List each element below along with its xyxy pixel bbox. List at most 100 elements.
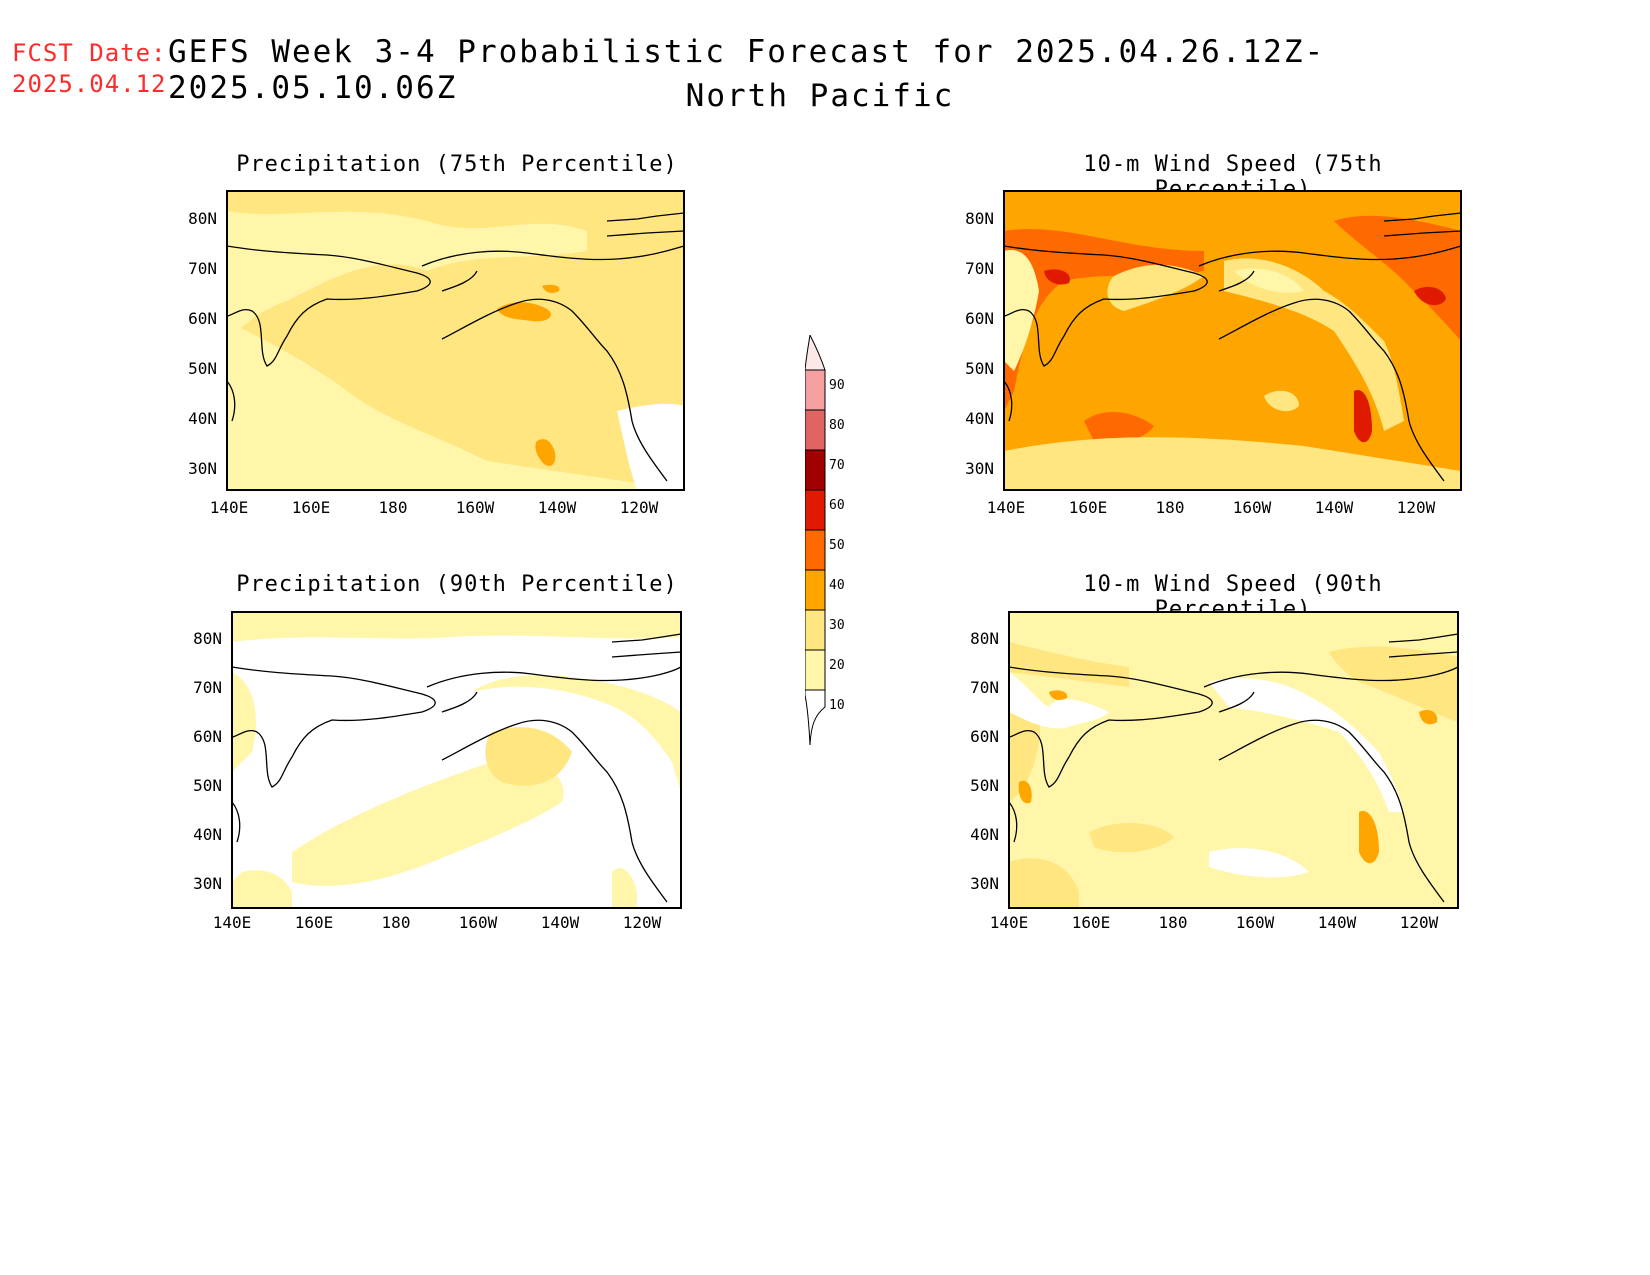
lat-label: 60N: [193, 727, 222, 746]
lon-label: 160W: [1235, 913, 1275, 932]
lat-label: 60N: [965, 309, 994, 328]
lat-label: 60N: [188, 309, 217, 328]
contour-10-20-sw: [232, 870, 292, 908]
lat-label: 70N: [193, 678, 222, 697]
contour-30-40-gulf: [497, 302, 552, 322]
contour-30-40-canada: [1419, 710, 1438, 725]
contour-40-50-east: [1334, 215, 1461, 341]
colorbar-upper-cap: [804, 333, 826, 371]
lat-label: 30N: [193, 874, 222, 893]
contour-10-20-alaska: [472, 675, 681, 792]
colorbar-label: 20: [829, 658, 845, 673]
lat-label: 40N: [193, 825, 222, 844]
lon-label: 140E: [209, 498, 249, 517]
alaska-west-coastline: [1218, 270, 1255, 292]
contour-20-30-gulf: [485, 727, 572, 786]
colorbar-label: 60: [829, 498, 845, 513]
japan-coastline: [1009, 801, 1018, 843]
coastlines: [232, 633, 681, 903]
colorbar-bin-70-80: [804, 409, 826, 451]
contour-30-40-japan: [1018, 780, 1032, 804]
lon-label: 140W: [537, 498, 577, 517]
alaska-west-coastline: [441, 691, 478, 713]
contour-20-30-sw: [1009, 858, 1079, 908]
contour-10-20-se: [612, 868, 637, 908]
contour-50-60-canada: [1414, 286, 1446, 306]
lon-label: 120W: [622, 913, 662, 932]
arctic-islands-2: [606, 230, 684, 237]
colorbar-bin-80-90: [804, 369, 826, 411]
contour-10-20-west: [232, 672, 256, 772]
japan-coastline: [227, 380, 236, 422]
colorbar-label: 70: [829, 458, 845, 473]
lat-label: 40N: [965, 409, 994, 428]
asia-coastline: [232, 666, 436, 788]
arctic-coastline: [426, 666, 681, 688]
alaska-canada-coastline: [1218, 719, 1445, 903]
lat-label: 70N: [970, 678, 999, 697]
alaska-canada-coastline: [441, 298, 668, 482]
lat-label: 80N: [970, 629, 999, 648]
contour-lt10-alaska: [1209, 678, 1404, 812]
lon-label: 120W: [619, 498, 659, 517]
colorbar-bin-20-30: [804, 609, 826, 651]
lon-label: 180: [381, 913, 411, 932]
lat-label: 40N: [970, 825, 999, 844]
lat-label: 50N: [970, 776, 999, 795]
contour-lt10-west: [1009, 672, 1109, 729]
lat-label: 50N: [965, 359, 994, 378]
contour-10-20-north: [227, 211, 587, 341]
panel-title-precip90: Precipitation (90th Percentile): [236, 572, 678, 597]
lon-label: 180: [1158, 913, 1188, 932]
lon-label: 140E: [986, 498, 1026, 517]
arctic-islands-coastline: [611, 633, 681, 643]
panel-title-precip75: Precipitation (75th Percentile): [236, 152, 678, 177]
contour-30-40-south: [535, 439, 556, 466]
arctic-islands-2: [1388, 651, 1458, 658]
contour-20-30-south: [1004, 437, 1461, 490]
coastlines: [1009, 633, 1458, 903]
colorbar-label: 80: [829, 418, 845, 433]
lon-label: 140E: [989, 913, 1029, 932]
lat-label: 30N: [965, 459, 994, 478]
main-title: GEFS Week 3-4 Probabilistic Forecast for…: [168, 34, 1326, 106]
lon-label: 160W: [455, 498, 495, 517]
fcst-label: FCST Date:: [12, 39, 167, 67]
contour-30-40-coast: [1359, 811, 1379, 864]
lon-label: 120W: [1399, 913, 1439, 932]
lat-label: 80N: [965, 209, 994, 228]
lon-label: 140W: [540, 913, 580, 932]
contour-50-60-siberia: [1044, 269, 1070, 285]
lon-label: 160E: [1071, 913, 1111, 932]
lat-label: 50N: [193, 776, 222, 795]
colorbar-bin-60-70: [804, 449, 826, 491]
lon-label: 120W: [1396, 498, 1436, 517]
arctic-coastline: [421, 245, 684, 267]
contour-10-20-north: [232, 612, 681, 642]
arctic-coastline: [1203, 666, 1458, 688]
lat-label: 80N: [193, 629, 222, 648]
lat-label: 70N: [965, 259, 994, 278]
lon-label: 160W: [1232, 498, 1272, 517]
coastlines: [1004, 212, 1461, 482]
colorbar-bin-30-40: [804, 569, 826, 611]
map-precip75: [227, 191, 684, 490]
lon-label: 140W: [1314, 498, 1354, 517]
colorbar-label: 30: [829, 618, 845, 633]
colorbar-label: 50: [829, 538, 845, 553]
lon-label: 160E: [1068, 498, 1108, 517]
lat-label: 50N: [188, 359, 217, 378]
contour-lt10-south: [1209, 848, 1309, 878]
contour-30-40-siberia: [1049, 690, 1068, 700]
alaska-west-coastline: [441, 270, 478, 292]
map-precip90: [232, 612, 681, 908]
contour-40-50-pacific: [1084, 411, 1154, 443]
map-wind90: [1009, 612, 1458, 908]
lat-label: 30N: [970, 874, 999, 893]
japan-coastline: [232, 801, 241, 843]
contour-50-60-coast: [1354, 390, 1372, 443]
fcst-date: 2025.04.12: [12, 70, 167, 98]
arctic-islands-2: [1383, 230, 1461, 237]
colorbar: 10 20 30 40 50 60 70 80 90: [804, 333, 865, 749]
arctic-islands-2: [611, 651, 681, 658]
